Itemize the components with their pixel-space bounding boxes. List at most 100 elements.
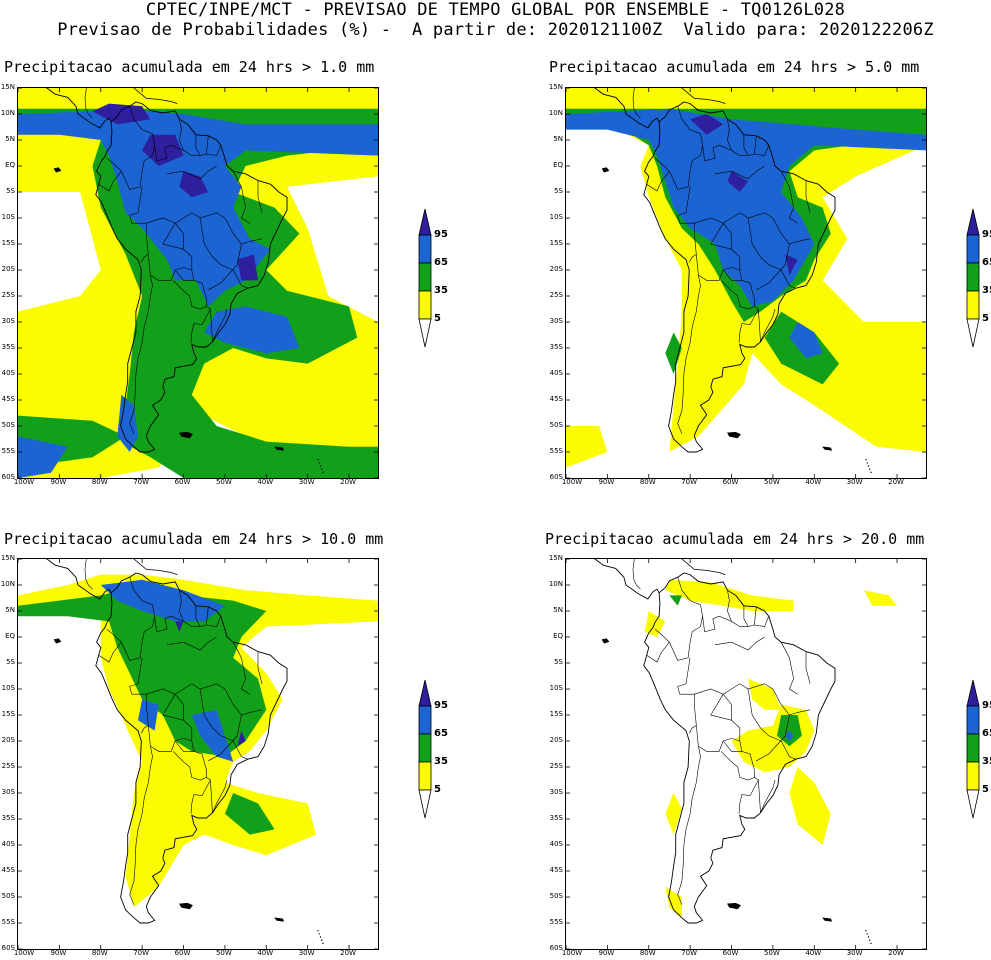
island-dot <box>318 933 320 935</box>
country-border <box>162 223 184 250</box>
island-dot <box>318 462 320 464</box>
probability-area <box>665 793 682 835</box>
lat-label: 45S <box>549 866 563 874</box>
country-border <box>677 186 697 263</box>
country-border <box>760 308 776 342</box>
country-border <box>154 144 184 162</box>
map-panel-20mm: Precipitacao acumulada em 24 hrs > 20.0 … <box>545 530 991 960</box>
legend-5-35 <box>966 761 980 791</box>
lat-label: 20S <box>1 265 15 273</box>
lon-label: 50W <box>215 949 232 957</box>
country-border <box>175 683 226 695</box>
falkland-islands <box>178 431 193 439</box>
country-border <box>714 165 765 180</box>
lat-label: 15S <box>1 710 15 718</box>
coastline-caribbean <box>133 559 178 575</box>
legend-65-95 <box>966 705 980 735</box>
lon-label: 100W <box>13 949 35 957</box>
lon-label: 100W <box>13 478 35 486</box>
lat-label: 40S <box>1 369 15 377</box>
lat-label: 15S <box>549 710 563 718</box>
country-border <box>84 88 93 119</box>
lon-label: 80W <box>639 949 656 957</box>
lat-label: 25S <box>549 291 563 299</box>
country-border <box>172 269 207 310</box>
south-georgia-island <box>274 446 285 451</box>
country-border <box>212 308 228 342</box>
lon-label: 90W <box>598 949 615 957</box>
country-border <box>723 683 774 695</box>
lat-label: 10S <box>549 213 563 221</box>
falkland-islands <box>178 902 193 910</box>
legend-level-label: 35 <box>982 285 991 296</box>
country-border <box>199 217 234 271</box>
map-panel-1mm: Precipitacao acumulada em 24 hrs > 1.0 m… <box>0 58 448 488</box>
country-border <box>714 636 765 651</box>
lat-label: 40S <box>549 840 563 848</box>
country-border <box>212 779 228 813</box>
country-border <box>780 740 796 760</box>
island-dot <box>866 933 868 935</box>
lat-label: 50S <box>1 421 15 429</box>
country-border <box>743 605 749 627</box>
country-border <box>720 740 755 781</box>
country-border <box>754 606 757 626</box>
lon-label: 40W <box>805 949 822 957</box>
lon-label: 80W <box>91 949 108 957</box>
lat-label: 55S <box>549 918 563 926</box>
country-border <box>154 615 184 633</box>
lat-label: 5S <box>554 187 563 195</box>
panel-title: Precipitacao acumulada em 24 hrs > 10.0 … <box>4 530 384 548</box>
lon-label: 70W <box>133 949 150 957</box>
south-georgia-island <box>274 917 285 922</box>
lon-label: 80W <box>639 478 656 486</box>
country-border <box>632 88 641 119</box>
country-border <box>646 171 670 192</box>
color-legend: 95 65 35 5 <box>417 678 457 828</box>
lat-label: 60S <box>1 944 15 952</box>
country-border <box>179 590 222 627</box>
probability-map <box>565 558 927 950</box>
country-border <box>166 165 217 180</box>
probability-area <box>237 730 246 747</box>
probability-area <box>731 704 815 773</box>
country-border <box>747 217 782 271</box>
country-border <box>195 134 201 156</box>
country-border <box>805 180 811 213</box>
lon-label: 70W <box>681 478 698 486</box>
legend-level-label: 65 <box>982 257 991 268</box>
island-dot <box>317 459 319 461</box>
legend-level-label: 95 <box>434 229 448 240</box>
country-border <box>195 605 201 627</box>
country-border <box>760 779 776 813</box>
country-border <box>84 559 93 590</box>
coastline-south-america <box>95 101 288 453</box>
legend-35-65 <box>418 733 432 763</box>
country-border <box>702 144 732 162</box>
header-line-1: CPTEC/INPE/MCT - PREVISAO DE TEMPO GLOBA… <box>145 0 846 20</box>
legend-35-65 <box>418 262 432 292</box>
probability-area <box>665 886 682 918</box>
lat-label: 45S <box>549 395 563 403</box>
probability-area <box>727 171 749 192</box>
galapagos-islands <box>601 167 610 173</box>
country-border <box>257 180 263 213</box>
lon-label: 30W <box>298 949 315 957</box>
country-border <box>677 657 697 734</box>
lon-label: 90W <box>50 478 67 486</box>
legend-above-95 <box>418 208 432 236</box>
legend-above-95 <box>966 208 980 236</box>
coastline-central-america <box>18 559 112 600</box>
country-border <box>710 694 732 721</box>
probability-area <box>863 590 897 606</box>
island-dot <box>321 939 323 941</box>
galapagos-islands <box>53 638 62 644</box>
country-border <box>174 740 194 752</box>
legend-35-65 <box>966 262 980 292</box>
probability-map <box>17 558 379 950</box>
lat-label: 5N <box>553 606 563 614</box>
coastline-caribbean <box>133 88 178 104</box>
galapagos-islands <box>601 638 610 644</box>
legend-below-5 <box>966 318 980 348</box>
lon-label: 90W <box>598 478 615 486</box>
